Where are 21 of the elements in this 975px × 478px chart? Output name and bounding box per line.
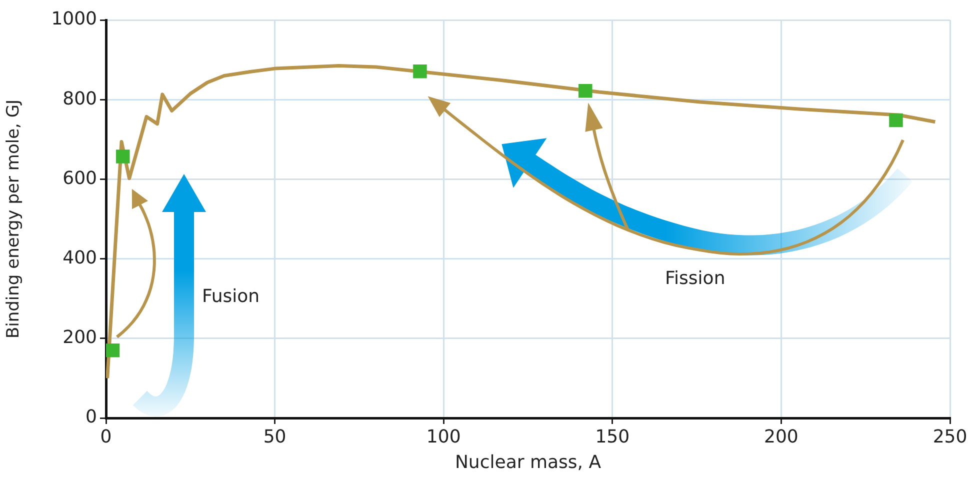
y-tick-label: 200 (62, 327, 97, 348)
annotation: Fission (665, 268, 726, 289)
y-tick-label: 600 (62, 168, 97, 189)
x-tick-label: 200 (764, 426, 798, 448)
x-tick-label: 100 (426, 426, 461, 448)
point (413, 64, 427, 78)
x-tick-label: 0 (100, 426, 112, 448)
x-axis-title: Nuclear mass, A (454, 452, 602, 473)
annotation: Fusion (202, 286, 260, 307)
x-tick-label: 250 (932, 426, 968, 448)
y-tick-label: 800 (62, 88, 97, 110)
point (106, 343, 120, 358)
y-tick-label: 400 (62, 247, 97, 268)
y-tick-label: 0 (86, 406, 97, 428)
point (578, 84, 592, 98)
x-tick-label: 150 (595, 426, 630, 448)
y-axis-title: Binding energy per mole, GJ (4, 99, 24, 339)
y-tick-label: 1000 (51, 8, 97, 30)
point (116, 150, 130, 164)
point (889, 113, 903, 128)
x-tick-label: 50 (263, 426, 286, 448)
